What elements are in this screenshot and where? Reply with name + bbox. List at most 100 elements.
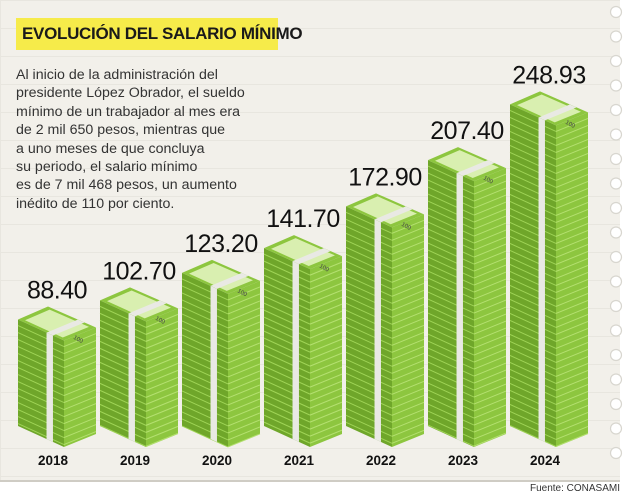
bill-edge-line	[227, 412, 261, 427]
bill-edge-line	[427, 354, 475, 377]
bill-edge-line	[345, 309, 393, 332]
value-label: 207.40	[430, 117, 503, 145]
bill-edge-line	[555, 390, 589, 405]
bill-edge-line	[391, 310, 425, 325]
bill-edge-line	[345, 372, 393, 395]
bill-face	[107, 290, 171, 319]
bill-edge-line	[345, 225, 393, 248]
bill-edge-line	[555, 348, 589, 363]
binding-ring-icon	[609, 103, 623, 117]
bill-edge-line	[263, 309, 311, 332]
stack-left-face	[428, 160, 474, 448]
bill-face	[189, 262, 253, 291]
bill-edge-line	[473, 222, 507, 237]
bill-edge-line	[391, 254, 425, 269]
bill-edge-line	[473, 425, 507, 440]
bill-edge-line	[427, 263, 475, 286]
bill-edge-line	[181, 334, 229, 357]
bill-edge-line	[309, 275, 343, 290]
stack-band	[292, 261, 299, 442]
bill-edge-line	[63, 396, 97, 411]
bill-edge-line	[427, 242, 475, 265]
bill-edge-line	[427, 179, 475, 202]
description-line: de 2 mil 650 pesos, mientras que	[16, 122, 225, 139]
bill-edge-line	[63, 368, 97, 383]
bill-edge-line	[427, 235, 475, 258]
stack-right-face	[474, 168, 506, 448]
bill-edge-line	[427, 319, 475, 342]
bill-edge-line	[391, 303, 425, 318]
bill-edge-line	[473, 306, 507, 321]
bill-edge-line	[309, 366, 343, 381]
bill-edge-line	[509, 368, 557, 391]
stack-right-face	[310, 256, 342, 447]
bill-edge-line	[391, 366, 425, 381]
bill-edge-line	[181, 320, 229, 343]
bill-edge-line	[345, 211, 393, 234]
stack-right-face	[228, 280, 260, 447]
bill-edge-line	[227, 335, 261, 350]
bill-edge-line	[473, 243, 507, 258]
bill-edge-line	[145, 369, 179, 384]
money-stack: 100	[17, 306, 97, 447]
stack-band-top	[210, 272, 249, 289]
bill-edge-line	[345, 323, 393, 346]
bill-edge-line	[99, 396, 147, 419]
bill-edge-line	[263, 267, 311, 290]
value-label: 172.90	[348, 163, 421, 191]
description-line: Al inicio de la administración del	[16, 67, 218, 83]
bill-edge-line	[181, 411, 229, 434]
bill-edge-line	[427, 326, 475, 349]
bill-edge-line	[555, 306, 589, 321]
bill-face	[25, 309, 89, 338]
bill-edge-line	[391, 352, 425, 367]
bill-edge-line	[63, 333, 97, 348]
bill-edge-line	[427, 200, 475, 223]
bill-edge-line	[227, 370, 261, 385]
bill-edge-line	[99, 382, 147, 405]
bill-edge-line	[555, 362, 589, 377]
bill-edge-line	[345, 344, 393, 367]
bill-edge-line	[345, 379, 393, 402]
bill-edge-line	[345, 358, 393, 381]
bill-edge-line	[509, 347, 557, 370]
bill-edge-line	[427, 368, 475, 391]
bill-edge-line	[391, 429, 425, 444]
bill-edge-line	[509, 235, 557, 258]
stack-band-top	[128, 300, 167, 317]
bill-edge-line	[309, 422, 343, 437]
bill-edge-line	[309, 408, 343, 423]
bill-edge-line	[391, 359, 425, 374]
bill-edge-line	[391, 401, 425, 416]
bill-face	[435, 150, 499, 179]
bill-edge-line	[391, 219, 425, 234]
description-line: es de 7 mil 468 pesos, un aumento	[16, 177, 237, 194]
bill-edge-line	[473, 215, 507, 230]
bill-edge-line	[473, 327, 507, 342]
money-stack: 100	[181, 259, 261, 448]
bill-edge-line	[145, 355, 179, 370]
bill-edge-line	[509, 172, 557, 195]
bill-edge-line	[391, 415, 425, 430]
bill-edge-line	[391, 345, 425, 360]
bill-edge-line	[555, 124, 589, 139]
bill-edge-line	[509, 221, 557, 244]
bill-edge-line	[555, 404, 589, 419]
bill-edge-line	[473, 341, 507, 356]
bill-edge-line	[345, 302, 393, 325]
bill-edge-line	[427, 340, 475, 363]
bill-edge-line	[509, 256, 557, 279]
bill-edge-line	[391, 282, 425, 297]
bill-edge-line	[99, 424, 147, 447]
bill-edge-line	[63, 347, 97, 362]
bill-edge-line	[509, 200, 557, 223]
bill-edge-line	[427, 284, 475, 307]
bill-edge-line	[555, 397, 589, 412]
bill-edge-line	[145, 327, 179, 342]
value-label: 102.70	[102, 257, 175, 285]
bill-edge-line	[227, 356, 261, 371]
bill-edge-line	[227, 321, 261, 336]
bill-edge-line	[263, 295, 311, 318]
bill-edge-line	[145, 362, 179, 377]
